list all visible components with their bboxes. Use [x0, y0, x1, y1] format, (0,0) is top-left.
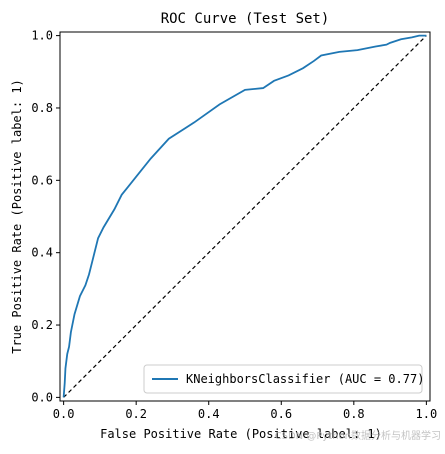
- y-tick-label: 0.2: [31, 318, 53, 332]
- y-tick-label: 0.8: [31, 101, 53, 115]
- chance-line: [63, 35, 427, 398]
- watermark-text: CSDN @Python数据分析与机器学习: [274, 431, 441, 442]
- y-tick-label: 1.0: [31, 29, 53, 43]
- y-tick-label: 0.0: [31, 390, 53, 404]
- y-tick-label: 0.4: [31, 246, 53, 260]
- legend-label: KNeighborsClassifier (AUC = 0.77): [186, 372, 424, 386]
- plot-frame: [59, 31, 431, 402]
- y-tick-label: 0.6: [31, 173, 53, 187]
- x-tick-label: 0.4: [198, 407, 220, 421]
- legend-box: [143, 364, 423, 394]
- x-tick-label: 0.2: [125, 407, 147, 421]
- roc-curve-line: [62, 34, 427, 398]
- x-tick-label: 0.0: [53, 407, 75, 421]
- x-tick-label: 1.0: [416, 407, 438, 421]
- x-tick-label: 0.6: [270, 407, 292, 421]
- y-axis-label: True Positive Rate (Positive label: 1): [10, 79, 24, 354]
- x-axis-label: False Positive Rate (Positive label: 1): [100, 427, 382, 441]
- chart-title: ROC Curve (Test Set): [161, 11, 330, 27]
- x-tick-label: 0.8: [343, 407, 365, 421]
